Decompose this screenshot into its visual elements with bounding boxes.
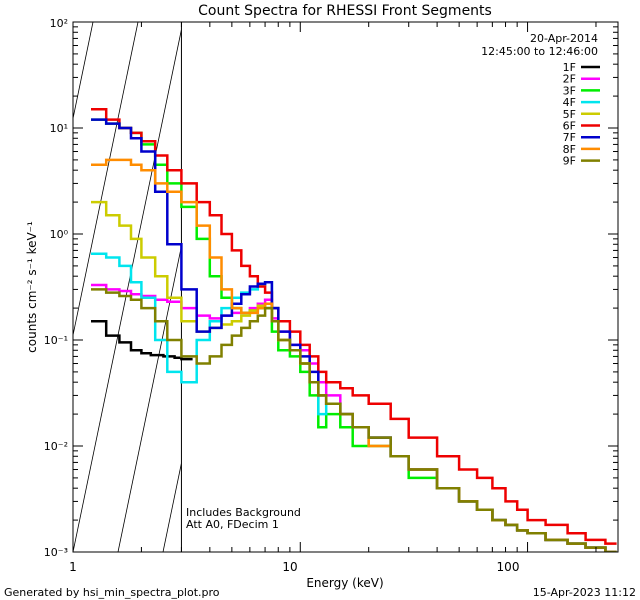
- series-line-6f: [91, 108, 617, 545]
- series-layer: [91, 108, 617, 552]
- y-axis-label: counts cm⁻² s⁻¹ keV⁻¹: [25, 221, 39, 353]
- y-tick-label-1e2: 10²: [50, 17, 68, 30]
- y-tick-label-1e-2: 10⁻²: [44, 440, 68, 453]
- legend-label-4f: 4F: [563, 96, 576, 109]
- footer-timestamp: 15-Apr-2023 11:12: [533, 586, 636, 599]
- hatch-line: [73, 27, 182, 552]
- y-tick-label-1e-1: 10⁻¹: [44, 334, 68, 347]
- legend-label-5f: 5F: [563, 108, 576, 121]
- annotation-attenuator: Att A0, FDecim 1: [186, 518, 279, 531]
- y-tick-label-1e1: 10¹: [50, 122, 68, 135]
- legend-label-1f: 1F: [563, 61, 576, 74]
- hatch-line: [73, 22, 94, 121]
- legend-label-9f: 9F: [563, 155, 576, 168]
- y-tick-label-1e-3: 10⁻³: [44, 546, 68, 559]
- legend-label-6f: 6F: [563, 120, 576, 133]
- plot-frame: [72, 21, 619, 553]
- legend-label-2f: 2F: [563, 73, 576, 86]
- x-axis-label: Energy (keV): [306, 576, 383, 590]
- x-axis: [72, 22, 597, 552]
- time-range-label: 12:45:00 to 12:46:00: [481, 45, 598, 58]
- chart-title: Count Spectra for RHESSI Front Segments: [198, 3, 492, 19]
- legend-label-3f: 3F: [563, 84, 576, 97]
- hatch-line: [73, 22, 139, 338]
- y-tick-label-1e0: 10⁰: [50, 228, 69, 241]
- series-line-1f: [91, 320, 193, 361]
- footer-generator: Generated by hsi_min_spectra_plot.pro: [4, 586, 220, 599]
- series-line-9f: [91, 288, 617, 552]
- x-tick-label-100: 100: [497, 560, 520, 574]
- annotation-background: Includes Background: [186, 506, 301, 519]
- legend-label-8f: 8F: [563, 143, 576, 156]
- x-tick-label-10: 10: [282, 560, 297, 574]
- y-axis: [73, 21, 618, 553]
- hatch-line: [117, 244, 182, 552]
- date-label: 20-Apr-2014: [530, 32, 598, 45]
- legend-label-7f: 7F: [563, 131, 576, 144]
- x-tick-label-1: 1: [69, 560, 77, 574]
